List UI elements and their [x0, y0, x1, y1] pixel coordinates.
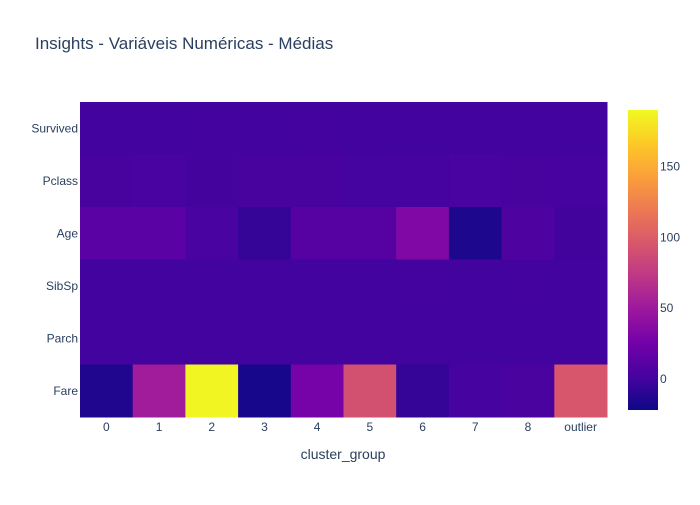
- heatmap-cell: [238, 312, 292, 365]
- heatmap-cell: [554, 259, 608, 313]
- heatmap-cell: [238, 364, 292, 418]
- heatmap-cell: [343, 259, 397, 313]
- heatmap-cell: [80, 102, 134, 155]
- y-tick-label: Age: [57, 226, 79, 240]
- heatmap-cell: [343, 312, 397, 365]
- x-tick-label: 2: [208, 420, 215, 434]
- heatmap-cell: [396, 312, 450, 365]
- heatmap-cell: [396, 364, 450, 418]
- heatmap-cell: [448, 207, 503, 260]
- x-tick-label: 0: [103, 420, 110, 434]
- heatmap-cell: [290, 102, 344, 155]
- heatmap-cell: [290, 207, 344, 260]
- colorbar: 0 50 100 150: [628, 110, 680, 410]
- heatmap-cell: [501, 154, 555, 208]
- heatmap-cell: [554, 102, 608, 155]
- y-tick-label: Pclass: [43, 174, 78, 188]
- heatmap-cell: [290, 259, 344, 313]
- x-tick-label: 4: [314, 420, 321, 434]
- heatmap-cell: [554, 312, 608, 365]
- colorbar-tick-label: 0: [660, 372, 667, 386]
- heatmap-cell: [132, 102, 186, 155]
- heatmap-cell: [80, 364, 134, 418]
- heatmap-cell: [238, 102, 292, 155]
- x-tick-label: 3: [261, 420, 268, 434]
- heatmap-cell: [343, 364, 397, 418]
- heatmap-cell: [185, 259, 239, 313]
- heatmap-cell: [132, 154, 186, 208]
- heatmap-cell: [132, 364, 186, 418]
- heatmap-cells: [80, 102, 608, 418]
- heatmap-cell: [448, 154, 503, 208]
- heatmap-cell: [448, 312, 503, 365]
- y-tick-label: SibSp: [46, 279, 78, 293]
- x-tick-label: 7: [472, 420, 479, 434]
- heatmap-cell: [554, 207, 608, 260]
- heatmap-cell: [554, 154, 608, 208]
- heatmap-cell: [80, 259, 134, 313]
- heatmap-cell: [238, 259, 292, 313]
- heatmap-cell: [185, 102, 239, 155]
- heatmap-cell: [501, 207, 555, 260]
- x-tick-label: 8: [525, 420, 532, 434]
- y-tick-label: Survived: [31, 121, 78, 135]
- heatmap-cell: [185, 364, 239, 418]
- y-tick-label: Fare: [53, 384, 78, 398]
- colorbar-gradient: [628, 110, 658, 410]
- heatmap-cell: [132, 259, 186, 313]
- heatmap-cell: [290, 364, 344, 418]
- heatmap-cell: [80, 154, 134, 208]
- x-axis-ticks: 0 1 2 3 4 5 6 7 8 outlier: [103, 420, 597, 434]
- heatmap-cell: [185, 312, 239, 365]
- heatmap-cell: [343, 154, 397, 208]
- heatmap-cell: [448, 102, 503, 155]
- heatmap-cell: [185, 207, 239, 260]
- heatmap-cell: [132, 312, 186, 365]
- heatmap-cell: [185, 154, 239, 208]
- colorbar-tick-label: 150: [660, 160, 680, 174]
- heatmap-cell: [343, 207, 397, 260]
- colorbar-tick-label: 100: [660, 230, 680, 244]
- y-tick-label: Parch: [47, 331, 78, 345]
- heatmap-cell: [238, 207, 292, 260]
- x-tick-label: 1: [156, 420, 163, 434]
- heatmap-cell: [396, 102, 450, 155]
- heatmap-cell: [132, 207, 186, 260]
- heatmap-cell: [238, 154, 292, 208]
- heatmap-cell: [448, 259, 503, 313]
- heatmap-cell: [554, 364, 608, 418]
- heatmap-cell: [396, 259, 450, 313]
- heatmap-cell: [501, 259, 555, 313]
- heatmap-cell: [448, 364, 503, 418]
- heatmap-cell: [396, 154, 450, 208]
- heatmap-cell: [343, 102, 397, 155]
- heatmap-cell: [80, 207, 134, 260]
- heatmap-cell: [501, 102, 555, 155]
- chart-title: Insights - Variáveis Numéricas - Médias: [35, 34, 334, 53]
- x-tick-label: 6: [419, 420, 426, 434]
- heatmap-cell: [501, 312, 555, 365]
- x-axis-label: cluster_group: [301, 446, 386, 462]
- colorbar-tick-label: 50: [660, 301, 674, 315]
- heatmap-cell: [290, 312, 344, 365]
- x-tick-label: outlier: [564, 420, 597, 434]
- heatmap-cell: [396, 207, 450, 260]
- y-axis-ticks: Survived Pclass Age SibSp Parch Fare: [31, 121, 78, 398]
- heatmap-cell: [290, 154, 344, 208]
- x-tick-label: 5: [367, 420, 374, 434]
- heatmap-cell: [501, 364, 555, 418]
- heatmap-cell: [80, 312, 134, 365]
